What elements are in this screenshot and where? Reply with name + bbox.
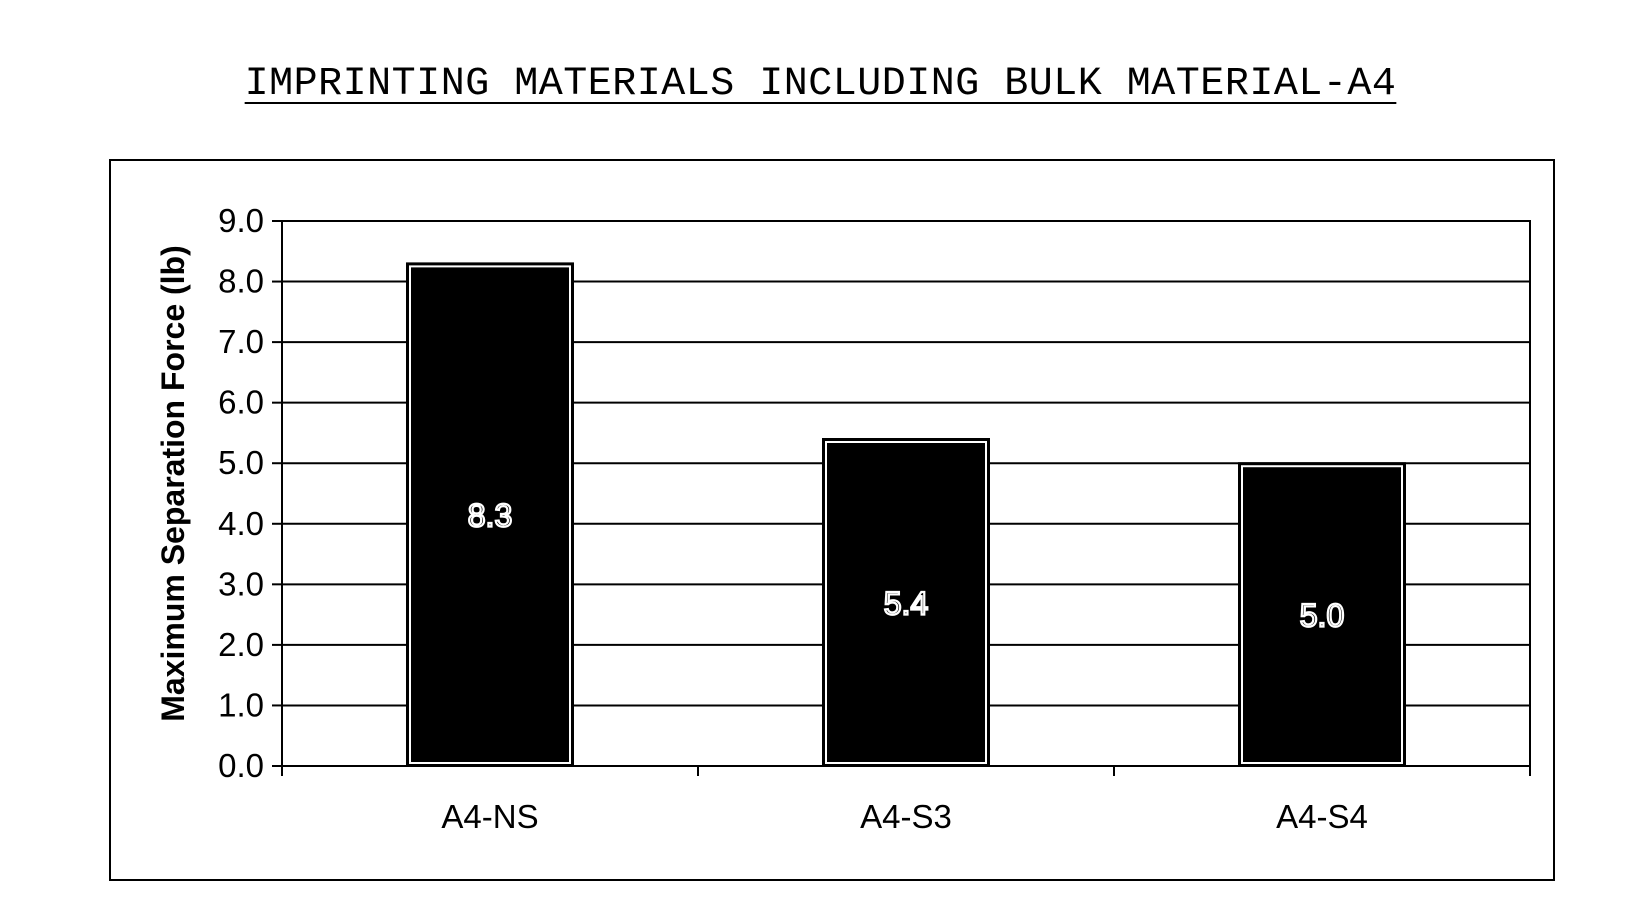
y-tick-label: 4.0	[218, 505, 264, 542]
labels: 0.0 1.0 2.0 3.0 4.0 5.0 6.0 7.0 8.0 9.0 8.3 A4-NS 5.…	[155, 202, 1368, 835]
y-tick-label: 7.0	[218, 323, 264, 360]
y-axis-title: Maximum Separation Force (lb)	[155, 245, 191, 722]
y-tick-label: 1.0	[218, 686, 264, 723]
y-tick-label: 3.0	[218, 565, 264, 602]
data-label: 5.0	[1300, 598, 1344, 634]
data-label: 5.4	[884, 586, 928, 622]
y-tick-label: 9.0	[218, 202, 264, 239]
y-tick-label: 8.0	[218, 263, 264, 300]
bars	[407, 263, 1405, 766]
y-tick-label: 5.0	[218, 444, 264, 481]
y-tick-label: 6.0	[218, 384, 264, 421]
x-category-label: A4-S3	[860, 798, 952, 835]
y-tick-label: 2.0	[218, 626, 264, 663]
y-tick-label: 0.0	[218, 747, 264, 784]
x-category-label: A4-S4	[1276, 798, 1368, 835]
data-label: 8.3	[468, 498, 512, 534]
x-category-label: A4-NS	[441, 798, 538, 835]
